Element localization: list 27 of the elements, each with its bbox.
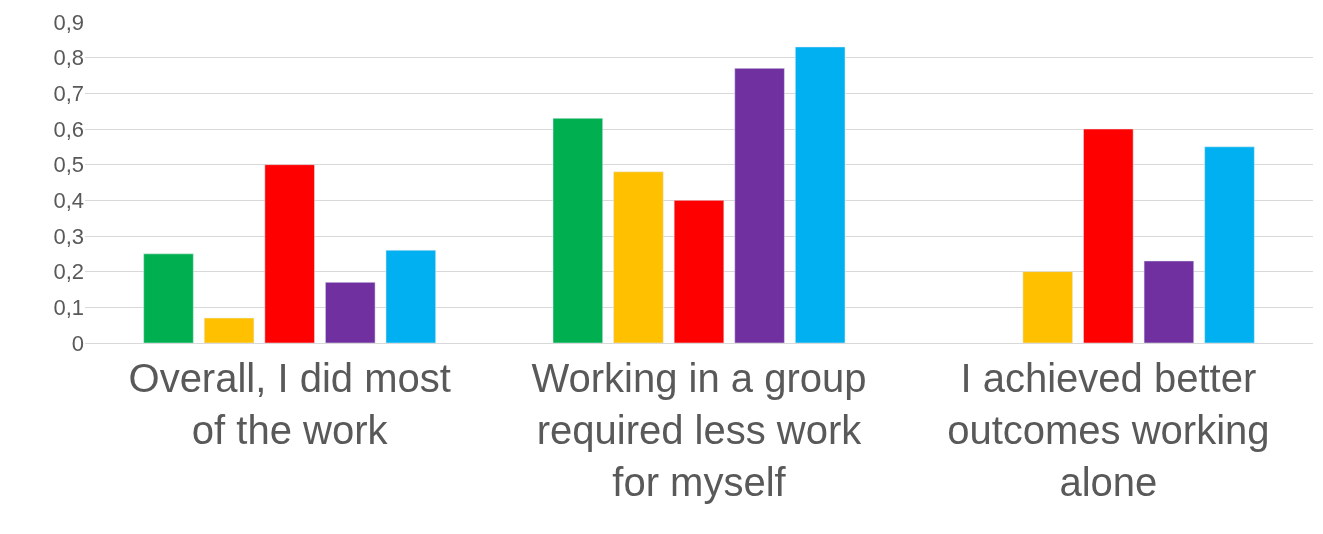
bar [1204, 146, 1255, 343]
bar [1143, 260, 1194, 343]
x-tick-label: I achieved better outcomes working alone [947, 356, 1270, 504]
x-tick-label: Overall, I did most of the work [128, 356, 451, 452]
bar [1022, 271, 1073, 343]
y-tick-label: 0,2 [53, 259, 84, 285]
bar [204, 317, 255, 343]
y-tick-label: 0 [71, 330, 84, 356]
y-tick-label: 0,8 [53, 45, 84, 71]
bar [264, 164, 315, 343]
y-tick-label: 0,7 [53, 81, 84, 107]
bar [143, 253, 194, 343]
bar [734, 68, 785, 343]
y-tick-label: 0,4 [53, 188, 84, 214]
bar [795, 46, 846, 343]
y-tick-label: 0,5 [53, 152, 84, 178]
bar [673, 200, 725, 343]
bar [325, 282, 376, 343]
bar [385, 250, 436, 343]
y-tick-label: 0,6 [53, 116, 84, 142]
y-tick-label: 0,1 [53, 295, 84, 321]
y-tick-label: 0,9 [53, 9, 84, 35]
bar [1083, 128, 1134, 343]
bar [613, 171, 664, 343]
bar [552, 118, 603, 343]
y-tick-label: 0,3 [53, 223, 84, 249]
x-tick-label: Working in a group required less work for myself [531, 356, 867, 504]
